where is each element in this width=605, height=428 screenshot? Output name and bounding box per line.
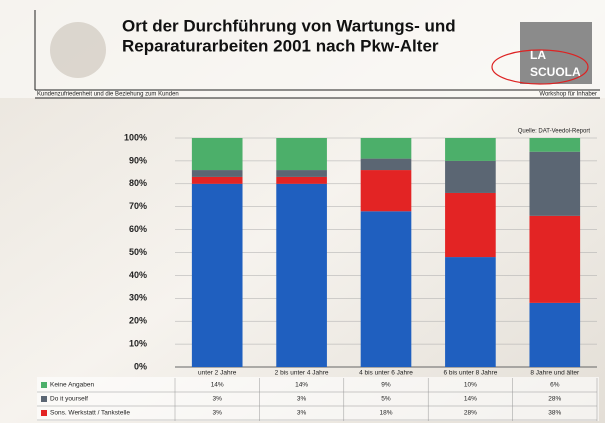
bar-segment (361, 211, 412, 367)
title-line: Reparaturarbeiten 2001 nach Pkw-Alter (122, 36, 439, 55)
table-value: 28% (548, 396, 561, 403)
table-value: 18% (379, 410, 392, 417)
table-value: 14% (211, 382, 224, 389)
bar-segment (361, 159, 412, 170)
y-tick-label: 0% (134, 361, 147, 371)
bar-segment (445, 257, 496, 367)
bar-segment (192, 184, 243, 367)
y-tick-label: 90% (129, 155, 147, 165)
legend-label: Keine Angaben (50, 382, 94, 389)
table-value: 3% (297, 410, 307, 417)
x-tick-label: 4 bis unter 6 Jahre (359, 370, 413, 377)
right-caption: Workshop für Inhaber (539, 92, 597, 98)
bar-segment (192, 138, 243, 170)
x-tick-label: 2 bis unter 4 Jahre (275, 370, 329, 377)
bar-segment (445, 161, 496, 193)
legend-swatch (41, 410, 47, 416)
page: Ort der Durchführung von Wartungs- und R… (0, 0, 605, 423)
table-value: 14% (295, 382, 308, 389)
table-value: 28% (464, 410, 477, 417)
y-tick-label: 60% (129, 224, 147, 234)
bar-segment (445, 193, 496, 257)
bar-segment (361, 170, 412, 211)
x-tick-label: unter 2 Jahre (198, 370, 237, 377)
bar-segment (276, 177, 327, 184)
left-caption: Kundenzufriedenheit und die Beziehung zu… (37, 92, 179, 98)
table-value: 6% (550, 382, 560, 389)
legend-swatch (41, 396, 47, 402)
bar-segment (361, 138, 412, 159)
y-tick-label: 20% (129, 316, 147, 326)
logo-ornament (50, 22, 106, 78)
bar-segment (529, 152, 580, 216)
bar-segment (529, 216, 580, 303)
table-value: 3% (297, 396, 307, 403)
logo-text: SCUOLA (530, 65, 581, 79)
y-tick-label: 40% (129, 270, 147, 280)
x-tick-label: 8 Jahre und älter (530, 370, 580, 377)
table-value: 10% (464, 382, 477, 389)
bar-segment (276, 170, 327, 177)
x-tick-label: 6 bis unter 8 Jahre (443, 370, 497, 377)
legend-label: Sons. Werkstatt / Tankstelle (50, 410, 130, 417)
y-tick-label: 100% (124, 132, 147, 142)
legend-swatch (41, 382, 47, 388)
title-line: Ort der Durchführung von Wartungs- und (122, 16, 456, 35)
bar-segment (276, 184, 327, 367)
source: Quelle: DAT-Veedol-Report (518, 129, 591, 135)
y-tick-label: 10% (129, 338, 147, 348)
slide: Ort der Durchführung von Wartungs- und R… (0, 0, 605, 423)
table-value: 3% (212, 410, 222, 417)
bar-segment (529, 303, 580, 367)
bar-segment (192, 170, 243, 177)
table-value: 9% (381, 382, 391, 389)
y-tick-label: 80% (129, 178, 147, 188)
bar-segment (276, 138, 327, 170)
y-tick-label: 50% (129, 247, 147, 257)
bar-segment (445, 138, 496, 161)
legend-label: Do it yourself (50, 396, 88, 403)
table-value: 5% (381, 396, 391, 403)
table-value: 14% (464, 396, 477, 403)
table-value: 3% (212, 396, 222, 403)
bar-segment (192, 177, 243, 184)
bar-segment (529, 138, 580, 152)
table-value: 38% (548, 410, 561, 417)
y-tick-label: 70% (129, 201, 147, 211)
y-tick-label: 30% (129, 293, 147, 303)
